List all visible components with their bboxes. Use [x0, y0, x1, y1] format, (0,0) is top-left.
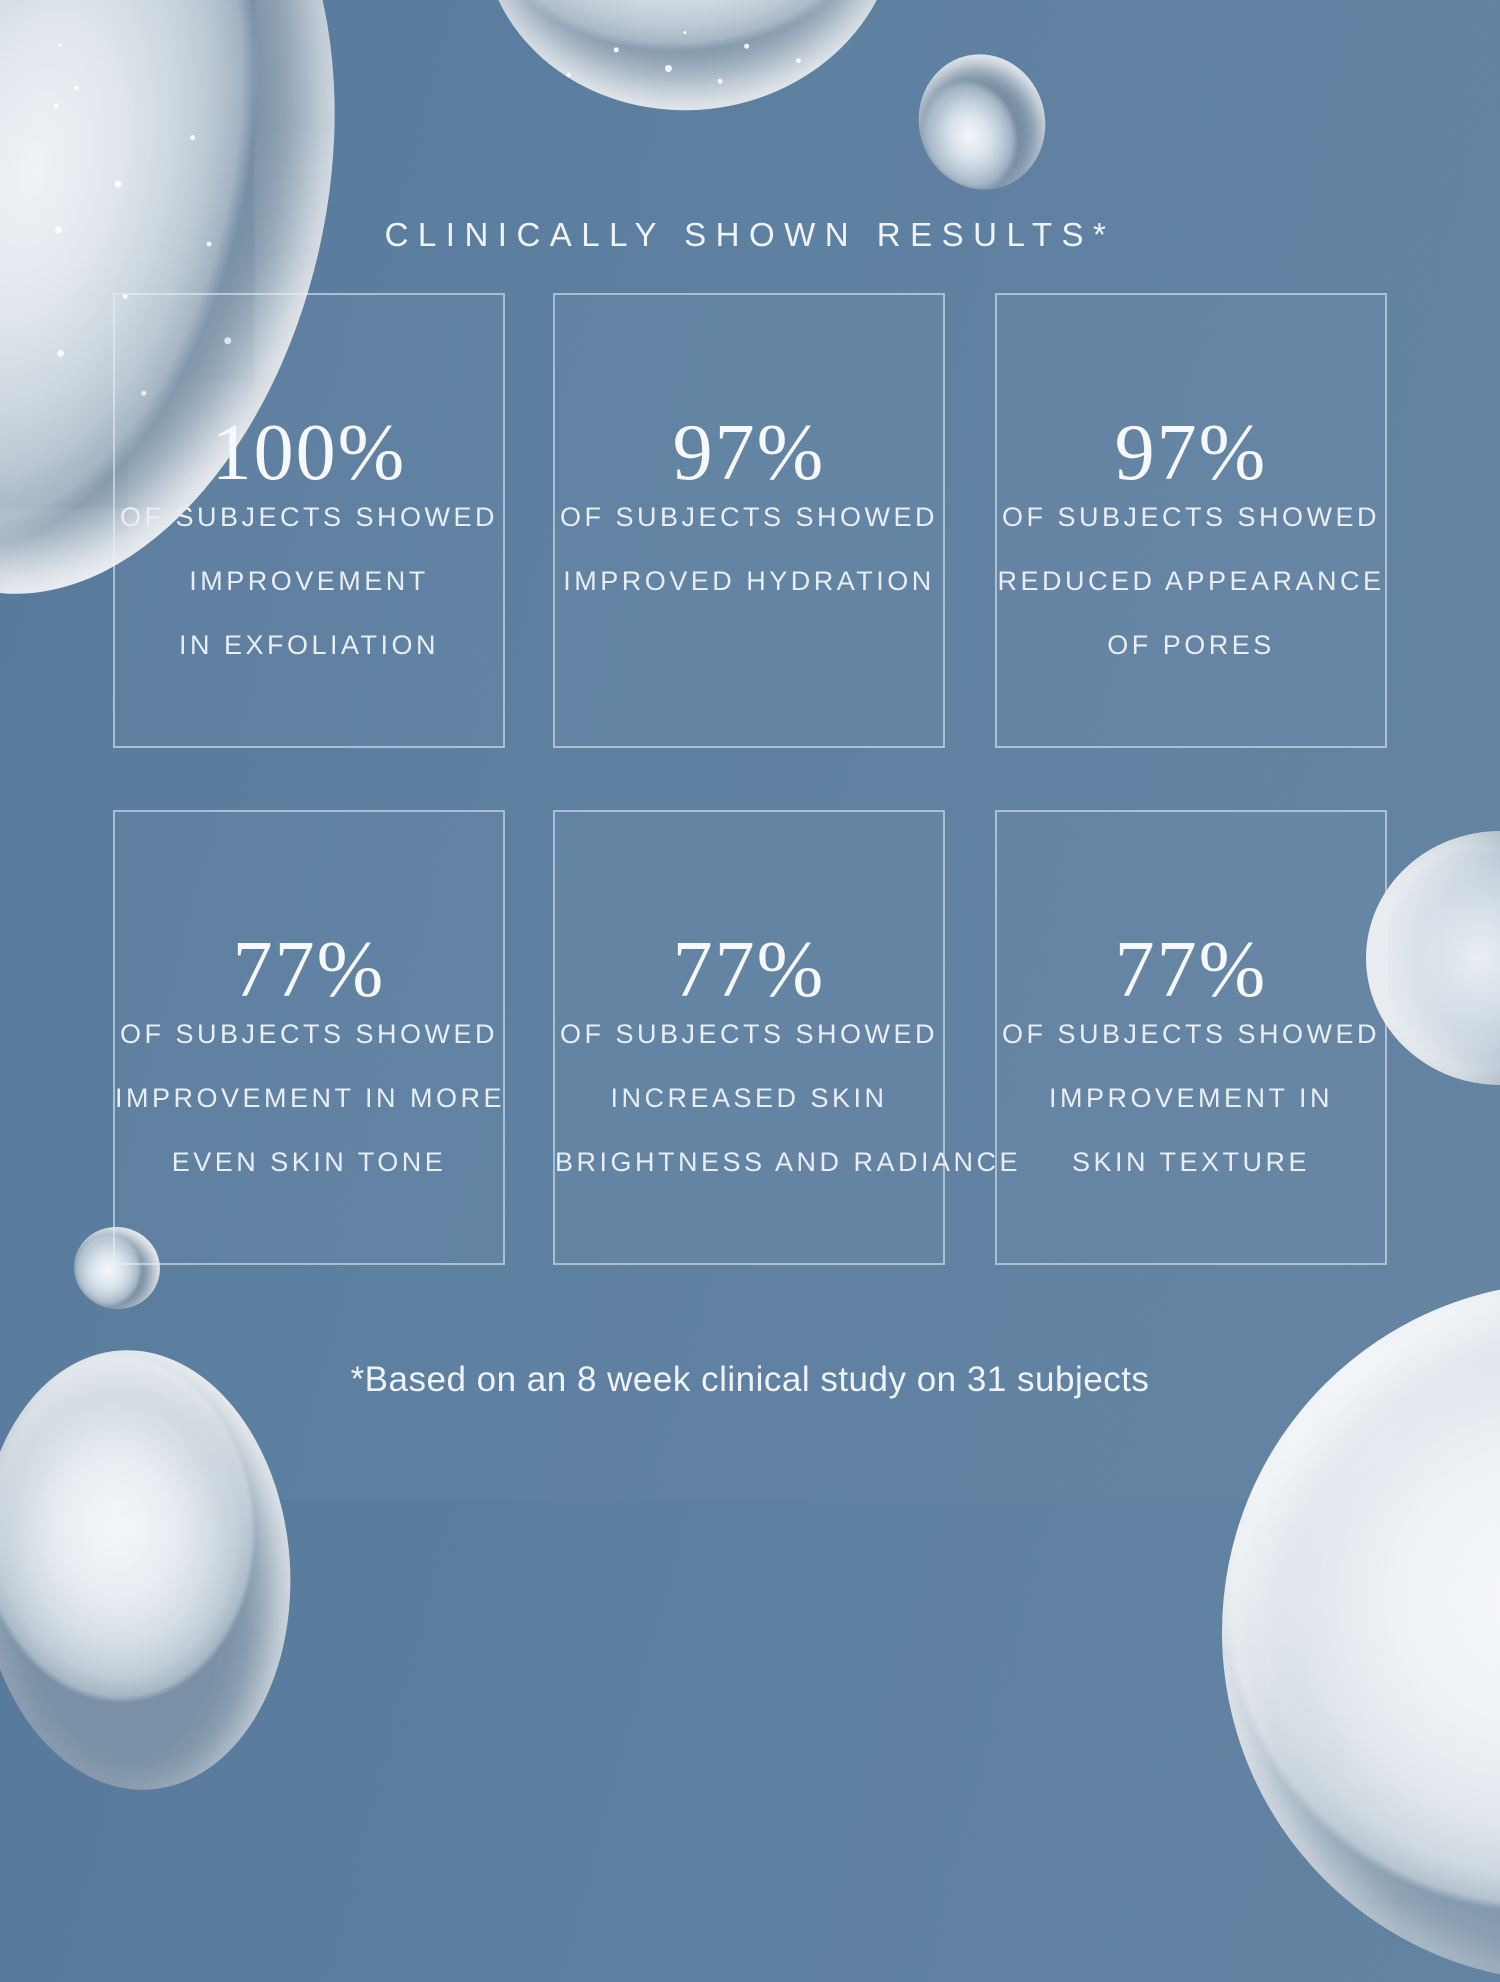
stat-value: 77%	[232, 926, 386, 1014]
droplet-sparkles	[58, 43, 62, 48]
stat-line: IMPROVEMENT	[189, 566, 429, 596]
stat-line: BRIGHTNESS AND RADIANCE	[555, 1147, 1022, 1177]
stat-card-exfoliation: 100% OF SUBJECTS SHOWED IMPROVEMENT IN E…	[113, 293, 505, 748]
stat-line: OF PORES	[1107, 630, 1275, 660]
stat-description: OF SUBJECTS SHOWED REDUCED APPEARANCE OF…	[997, 485, 1385, 677]
stat-description: OF SUBJECTS SHOWED IMPROVEMENT IN EXFOLI…	[115, 485, 503, 677]
stat-line: OF SUBJECTS SHOWED	[119, 1019, 499, 1049]
stat-description: OF SUBJECTS SHOWED IMPROVED HYDRATION	[555, 485, 943, 613]
stat-line: INCREASED SKIN	[610, 1083, 888, 1113]
stat-line: IMPROVED HYDRATION	[563, 566, 935, 596]
droplet-sparkles	[683, 30, 687, 35]
stat-card-skin-tone: 77% OF SUBJECTS SHOWED IMPROVEMENT IN MO…	[113, 810, 505, 1265]
stat-description: OF SUBJECTS SHOWED IMPROVEMENT IN MORE E…	[115, 1002, 503, 1194]
stat-card-pores: 97% OF SUBJECTS SHOWED REDUCED APPEARANC…	[995, 293, 1387, 748]
water-droplet-top-center	[463, 0, 916, 131]
stat-line: OF SUBJECTS SHOWED	[1001, 1019, 1381, 1049]
stat-card-brightness: 77% OF SUBJECTS SHOWED INCREASED SKIN BR…	[553, 810, 1022, 1265]
water-droplet-top-right	[904, 40, 1060, 204]
stat-line: OF SUBJECTS SHOWED	[1001, 502, 1381, 532]
stat-line: IMPROVEMENT IN MORE	[115, 1083, 506, 1113]
stat-line: IMPROVEMENT IN	[1048, 1083, 1334, 1113]
page-title: CLINICALLY SHOWN RESULTS*	[384, 216, 1116, 253]
stat-line: REDUCED APPEARANCE	[997, 566, 1385, 596]
stat-line: OF SUBJECTS SHOWED	[119, 502, 499, 532]
stat-line: OF SUBJECTS SHOWED	[559, 502, 939, 532]
stat-line: OF SUBJECTS SHOWED	[559, 1019, 939, 1049]
study-footnote: *Based on an 8 week clinical study on 31…	[350, 1360, 1150, 1399]
stat-value: 97%	[1114, 409, 1268, 497]
stat-value: 100%	[211, 409, 407, 497]
stat-line: SKIN TEXTURE	[1071, 1147, 1311, 1177]
stat-card-hydration: 97% OF SUBJECTS SHOWED IMPROVED HYDRATIO…	[553, 293, 945, 748]
stat-card-texture: 77% OF SUBJECTS SHOWED IMPROVEMENT IN SK…	[995, 810, 1387, 1265]
stat-description: OF SUBJECTS SHOWED INCREASED SKIN BRIGHT…	[555, 1002, 1022, 1194]
stat-value: 77%	[672, 926, 826, 1014]
stat-line: IN EXFOLIATION	[178, 630, 440, 660]
stat-line: EVEN SKIN TONE	[171, 1147, 447, 1177]
water-droplet-bottom-left	[0, 1339, 305, 1801]
stat-description: OF SUBJECTS SHOWED IMPROVEMENT IN SKIN T…	[997, 1002, 1385, 1194]
stat-value: 77%	[1114, 926, 1268, 1014]
stat-value: 97%	[672, 409, 826, 497]
